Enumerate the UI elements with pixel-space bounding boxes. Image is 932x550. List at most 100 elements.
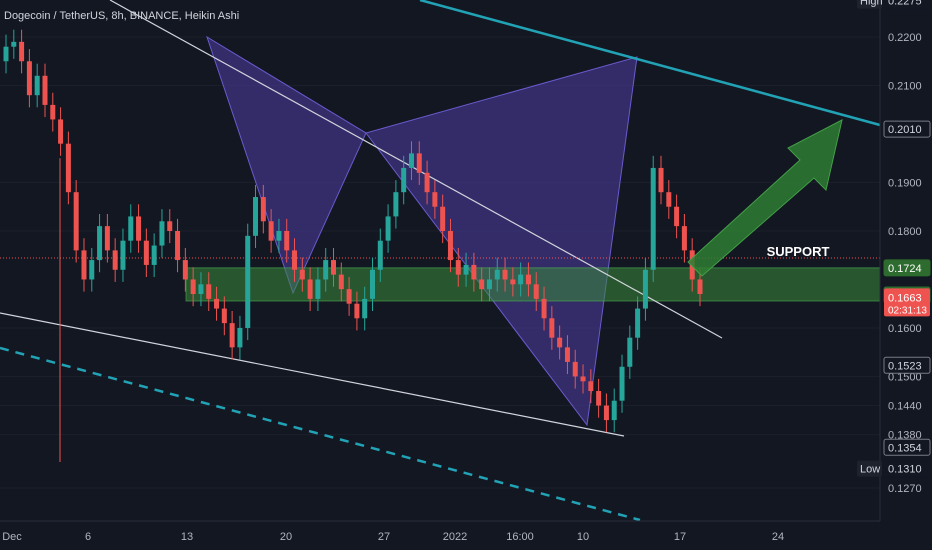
candle-body (151, 245, 157, 265)
upper-trend-line (419, 0, 881, 127)
candle-body (112, 250, 118, 270)
lower-dashed-line (0, 346, 641, 522)
candle-body (65, 143, 71, 193)
price-badge-tag (857, 460, 882, 477)
projection-arrow-icon (687, 119, 843, 277)
descending-trend-line (109, 0, 723, 339)
candle-body (26, 61, 32, 96)
candle-body (120, 240, 126, 270)
price-badge-value: 0.2275 (888, 0, 922, 8)
candle-body (167, 221, 173, 231)
y-tick-label: 0.1600 (888, 323, 922, 335)
candle-body (237, 327, 243, 348)
candle-body (580, 376, 586, 382)
candle-body (214, 298, 220, 309)
candle-body (268, 221, 274, 241)
candle-body (315, 279, 321, 299)
candle-body (440, 206, 446, 231)
candle-body (697, 279, 703, 295)
candle-body (424, 172, 430, 193)
pattern-triangle-xab (206, 35, 367, 295)
y-tick-label: 0.1900 (888, 177, 922, 189)
candle-body (175, 230, 181, 261)
candle-body (642, 269, 648, 309)
x-tick-label: 2022 (443, 531, 467, 543)
candle-body (11, 41, 17, 47)
candle-body (650, 167, 656, 270)
x-tick-label: 6 (85, 531, 91, 543)
candle-body (58, 119, 64, 144)
x-tick-label: 10 (577, 531, 589, 543)
price-badge-value: 0.1310 (888, 464, 922, 476)
candle-body (369, 269, 375, 299)
candle-body (518, 274, 524, 285)
candle-body (603, 405, 609, 421)
candle-body (486, 279, 492, 290)
candle-body (229, 323, 235, 348)
candle-body (510, 279, 516, 285)
current-price-value: 0.1663 (888, 292, 922, 304)
candle-body (190, 279, 196, 295)
candle-body (611, 400, 617, 421)
price-badge (883, 120, 931, 138)
candle-body (331, 260, 337, 275)
candle-body (596, 391, 602, 406)
price-badge (883, 438, 931, 456)
y-tick-label: 0.1500 (888, 371, 922, 383)
candle-body (432, 192, 438, 207)
harmonic-pattern (206, 35, 638, 427)
price-badge-label: Low (860, 464, 880, 476)
symbol-header[interactable]: Dogecoin / TetherUS, 8h, BINANCE, Heikin… (4, 10, 240, 22)
arrow-shape (687, 119, 843, 277)
candle-body (385, 216, 391, 241)
y-axis[interactable]: 0.2200 0.2100 0.1900 0.1800 0.1600 0.1500 0.14… (857, 0, 931, 521)
candle-body (533, 284, 539, 299)
lower-channel-line (0, 312, 625, 437)
y-tick-label: 0.2100 (888, 80, 922, 92)
candle-body (681, 226, 687, 251)
candle-body (299, 269, 305, 280)
support-label: SUPPORT (767, 244, 830, 259)
candle-body (494, 269, 500, 280)
candle-body (557, 337, 563, 348)
x-tick-label: 24 (772, 531, 784, 543)
candle-body (401, 167, 407, 193)
x-tick-label: 17 (674, 531, 686, 543)
candle-body (416, 153, 422, 173)
candle-body (81, 250, 87, 280)
candle-body (346, 289, 352, 304)
support-zone (185, 267, 881, 302)
y-tick-label: 0.1800 (888, 226, 922, 238)
price-badge-value: 0.1354 (888, 442, 922, 454)
candle-body (128, 216, 134, 241)
candle-body (182, 260, 188, 280)
candle-body (19, 41, 25, 62)
price-badge (883, 259, 931, 277)
candle-body (635, 308, 641, 338)
candle-body (674, 206, 680, 227)
x-tick-label: Dec (2, 531, 22, 543)
candle-body (447, 230, 453, 261)
price-badge (883, 0, 931, 10)
support-zone-rect (185, 267, 881, 302)
candle-body (377, 240, 383, 270)
candle-body (97, 226, 103, 261)
candle-body (572, 361, 578, 377)
x-axis[interactable]: Dec 6 13 20 27 2022 16:00 10 17 24 (0, 520, 880, 543)
candle-body (307, 279, 313, 299)
price-badge (883, 460, 931, 478)
candle-body (3, 46, 9, 62)
x-tick-label: 16:00 (506, 531, 534, 543)
countdown-timer: 02:31:13 (888, 305, 927, 316)
candle-body (73, 192, 79, 251)
price-badge-tag (857, 0, 882, 9)
candle-body (245, 235, 251, 328)
y-tick-label: 0.1380 (888, 430, 922, 442)
candle-body (260, 197, 266, 222)
candle-body (564, 347, 570, 362)
candle-body (541, 298, 547, 319)
price-badge-value: 0.1724 (888, 263, 922, 275)
candle-body (253, 197, 259, 236)
candle-body (408, 153, 414, 168)
